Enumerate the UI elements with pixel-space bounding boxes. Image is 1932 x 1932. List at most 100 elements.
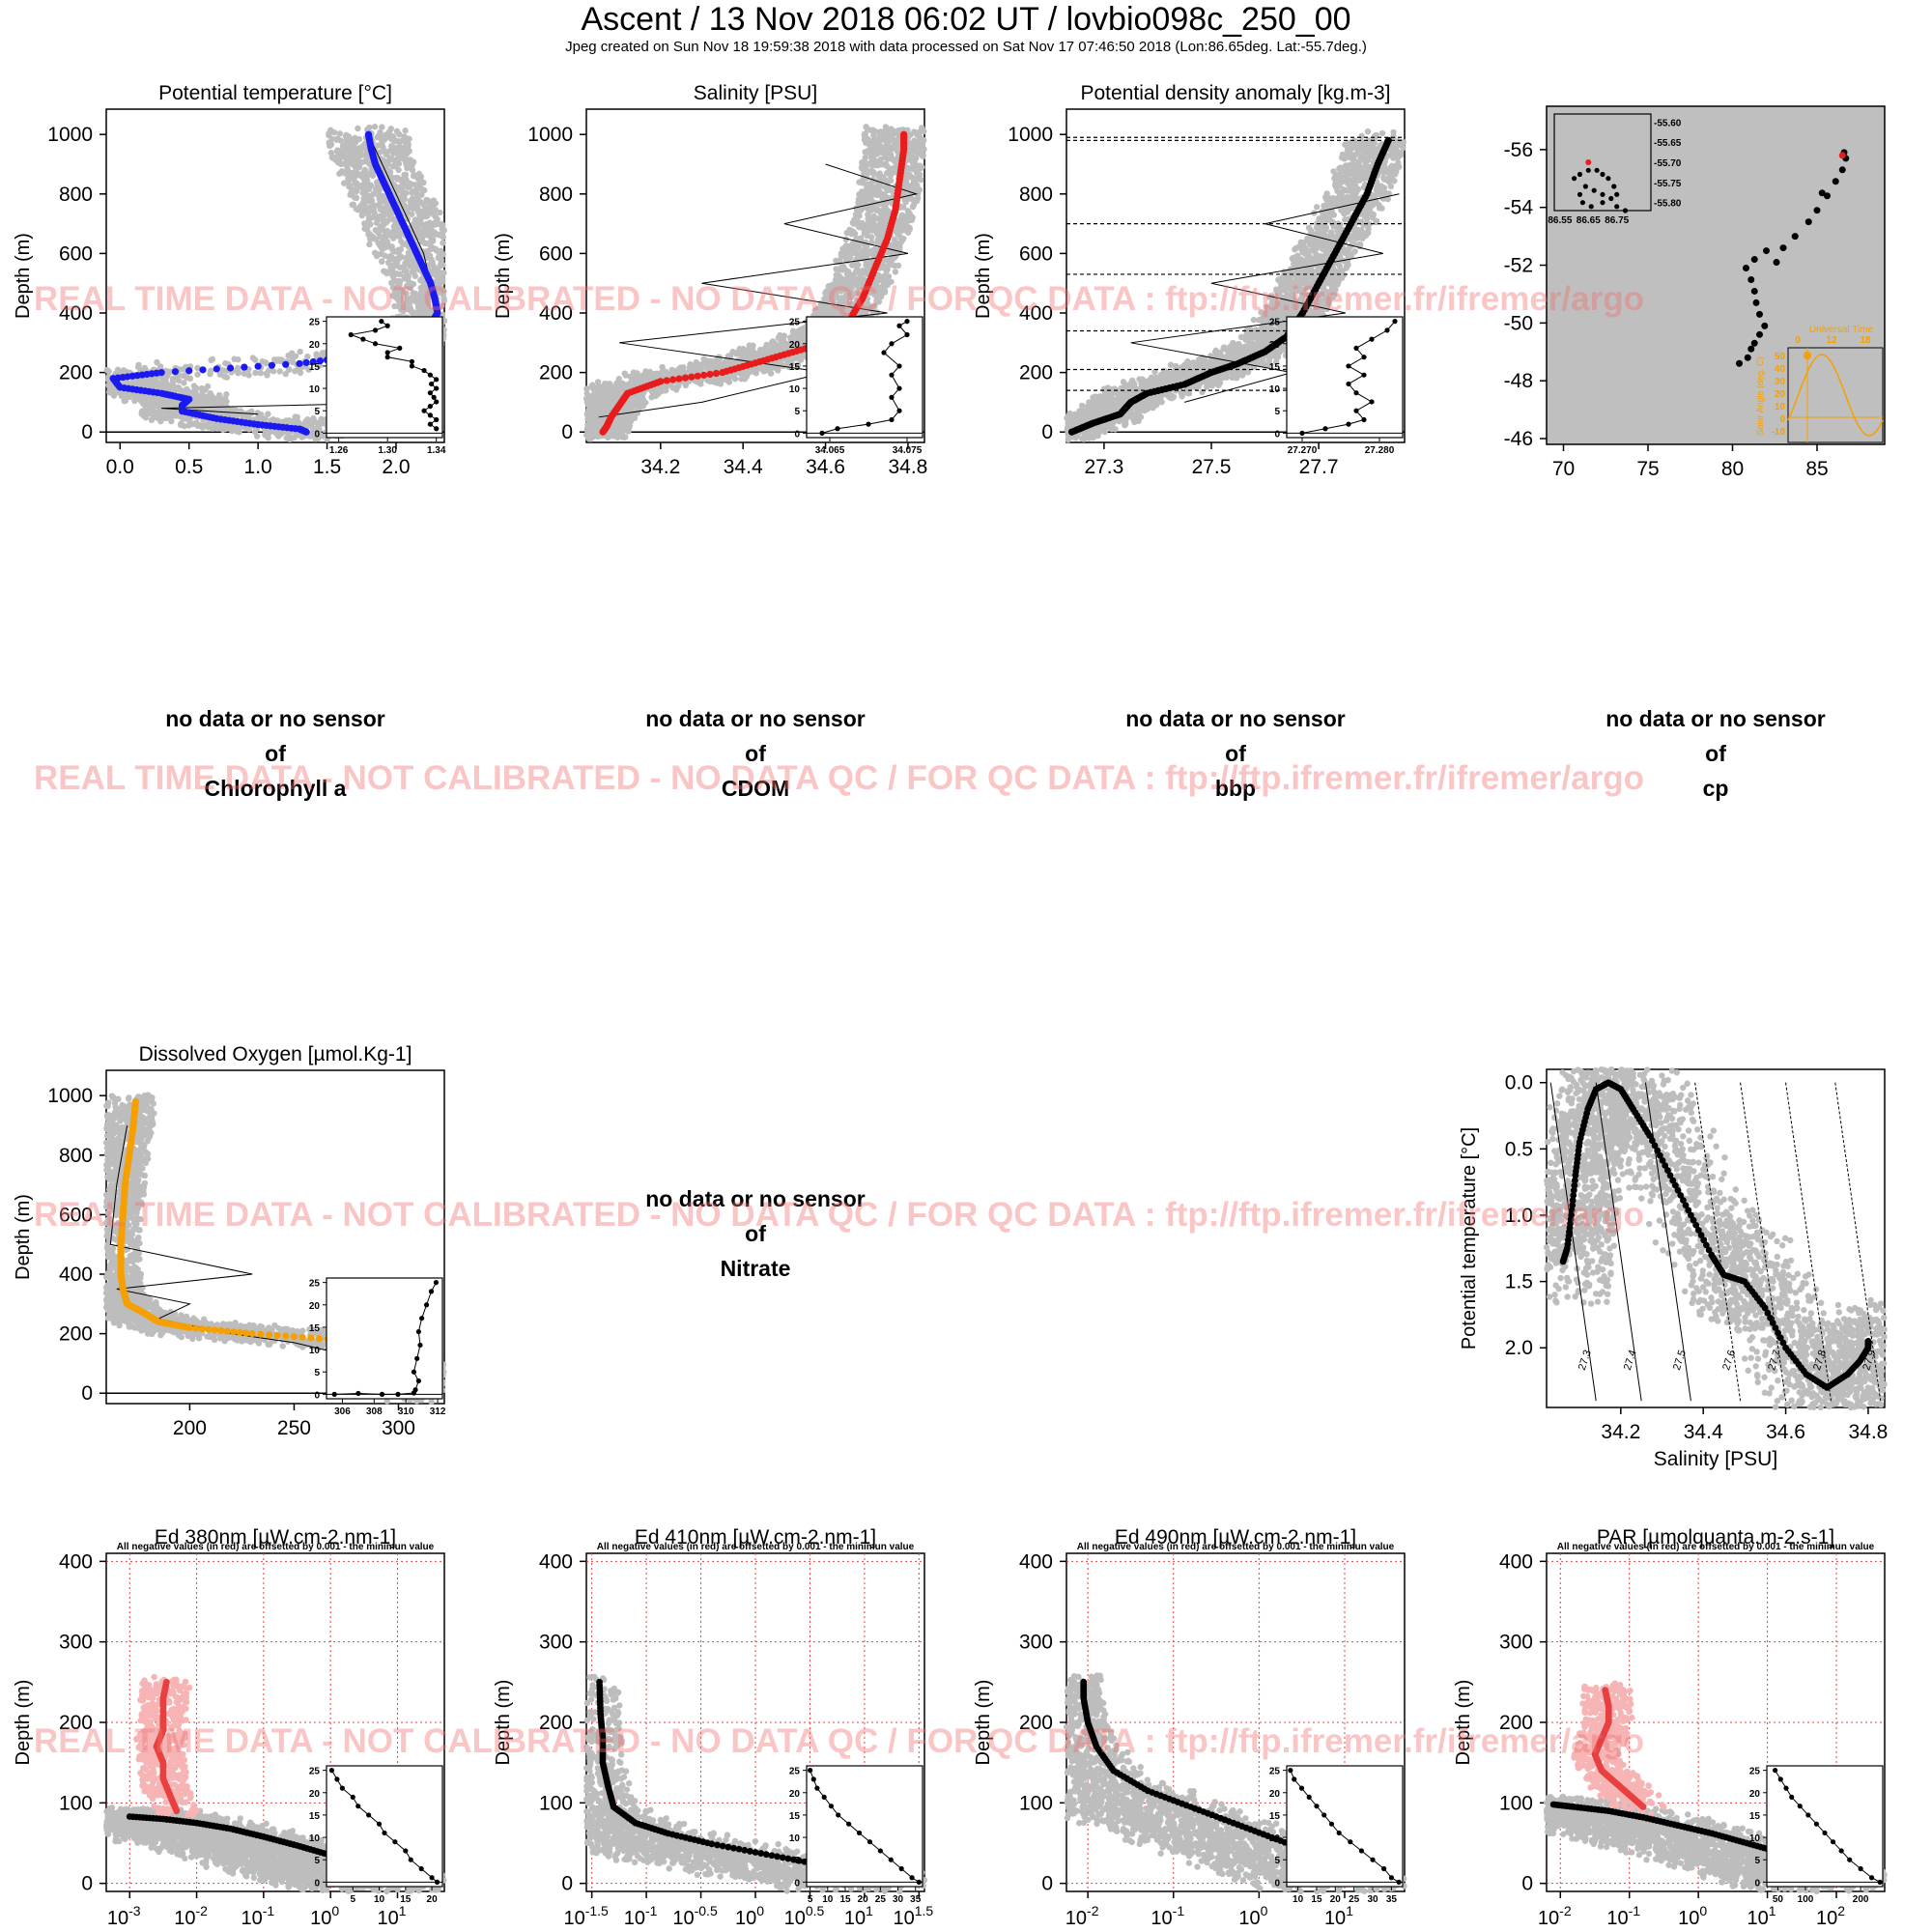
climatology-point [189,388,197,395]
climatology-point [384,227,391,235]
data-point [226,364,235,372]
climatology-point [868,247,875,254]
climatology-point [215,391,223,399]
climatology-point [286,436,294,442]
climatology-point [892,269,899,275]
climatology-point [877,173,885,180]
climatology-point [843,270,851,278]
climatology-point [327,141,335,148]
climatology-point [409,195,416,202]
x-tick-label: 34.4 [724,456,763,478]
climatology-point [403,290,410,297]
climatology-point [403,254,410,261]
data-point [199,366,207,374]
climatology-point [853,289,860,296]
climatology-point [172,412,180,419]
climatology-point [841,286,848,293]
climatology-point [850,228,857,235]
climatology-point [201,422,208,429]
climatology-point [882,143,890,150]
climatology-point [400,307,407,315]
climatology-point [863,188,869,196]
climatology-point [407,180,413,187]
climatology-point [658,369,666,376]
climatology-point [203,393,210,400]
climatology-point [364,209,372,215]
climatology-point [894,136,901,143]
climatology-point [400,264,408,270]
climatology-point [239,411,245,418]
climatology-point [338,168,346,175]
climatology-point [736,351,744,357]
climatology-point [900,204,907,211]
y-tick-label: 200 [539,362,573,384]
climatology-point [870,168,877,176]
climatology-point [371,249,379,256]
climatology-point [392,223,399,230]
climatology-point [758,351,766,357]
climatology-point [390,231,397,238]
climatology-point [415,181,422,187]
x-tick-label: 34.8 [888,456,927,478]
inset-y-tick-label: 25 [309,318,321,328]
climatology-point [350,201,357,208]
climatology-point [363,224,371,232]
y-tick-label: 800 [539,184,573,206]
climatology-point [223,374,231,381]
climatology-point [140,412,147,419]
climatology-point [380,192,386,199]
climatology-point [343,137,350,145]
climatology-point [430,203,437,210]
climatology-point [391,302,398,310]
climatology-point [865,211,871,218]
data-point [241,363,248,371]
climatology-point [713,360,720,367]
climatology-point [391,138,398,145]
climatology-point [411,298,418,304]
climatology-point [177,386,184,394]
climatology-point [337,147,344,155]
climatology-point [105,368,112,375]
climatology-point [404,150,411,157]
climatology-point [406,135,412,143]
climatology-point [888,177,895,185]
climatology-point [918,125,925,131]
climatology-point [366,214,373,222]
climatology-point [583,390,590,397]
climatology-point [245,372,252,379]
climatology-point [424,197,432,204]
climatology-point [263,370,270,377]
climatology-point [908,182,916,189]
climatology-point [278,430,285,438]
climatology-point [387,270,394,276]
climatology-point [873,230,881,238]
data-point [296,359,303,367]
climatology-point [760,368,767,375]
climatology-point [856,179,863,185]
climatology-point [167,414,174,421]
climatology-point [375,240,382,246]
data-point [213,365,220,373]
climatology-point [204,383,212,390]
climatology-point [430,197,438,204]
climatology-point [912,142,919,150]
y-tick-label: 400 [59,302,93,325]
climatology-point [153,402,159,410]
climatology-point [351,173,357,181]
climatology-point [876,160,883,168]
page-title: Ascent / 13 Nov 2018 06:02 UT / lovbio09… [0,0,1932,39]
climatology-point [409,269,416,275]
data-point [364,130,373,138]
climatology-point [149,412,156,418]
climatology-point [871,139,878,146]
sal-title: Salinity [PSU] [694,82,817,104]
climatology-point [381,240,388,247]
climatology-point [218,405,225,412]
climatology-point [599,393,606,400]
climatology-point [350,144,356,151]
climatology-point [233,428,241,435]
inset-x-tick-label: 1.34 [427,445,446,456]
climatology-point [420,302,427,309]
climatology-point [387,126,395,132]
climatology-point [257,370,264,377]
